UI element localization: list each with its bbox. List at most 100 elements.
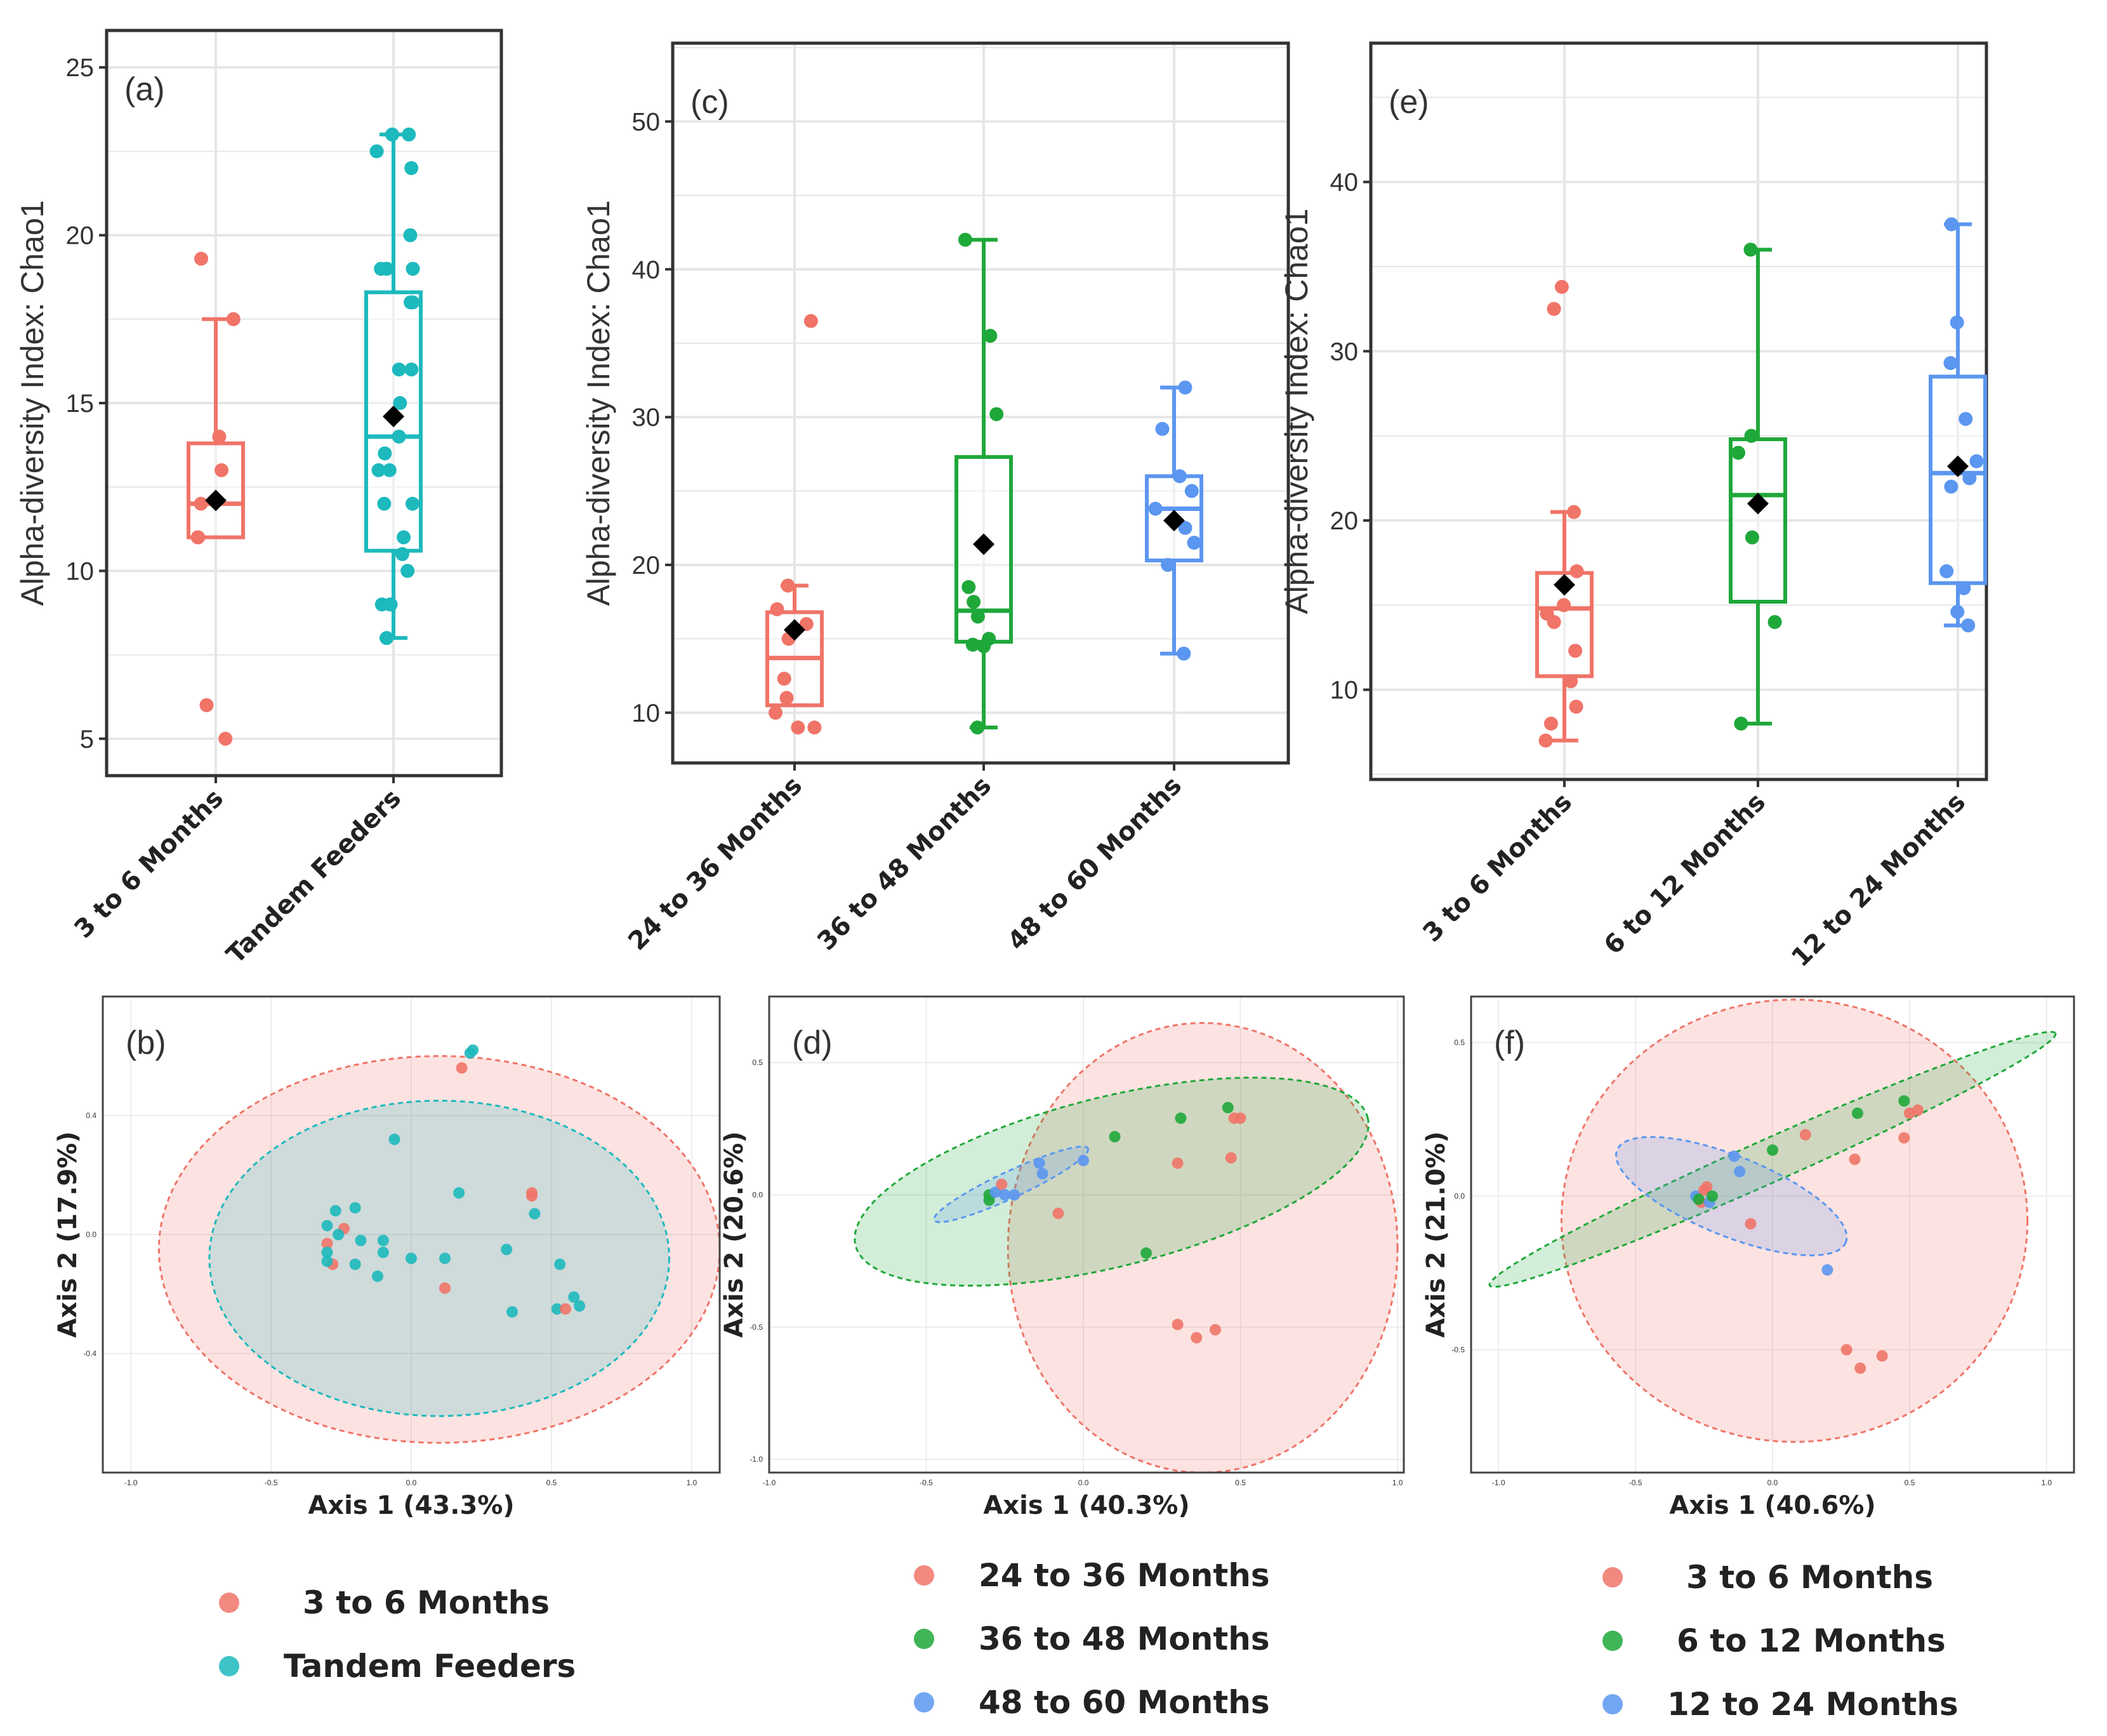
plot-frame: [1369, 41, 1988, 781]
plot-frame: [768, 995, 1405, 1474]
x-tick-label: 36 to 48 Months: [812, 771, 997, 957]
legend-d: 24 to 36 Months 36 to 48 Months 48 to 60…: [914, 1544, 1270, 1734]
data-point: [574, 1300, 586, 1312]
plot-frame: [102, 995, 721, 1474]
data-point: [392, 429, 406, 444]
data-point: [404, 161, 419, 175]
data-point: [1743, 242, 1758, 257]
data-point: [404, 362, 419, 377]
y-axis-label: Alpha-diversity Index: Chao1: [1279, 208, 1314, 614]
data-point: [1543, 717, 1558, 731]
data-point: [371, 1270, 383, 1282]
data-point: [214, 463, 228, 477]
data-point: [1734, 1165, 1746, 1177]
plot-area: [157, 1044, 720, 1444]
x-tick-label: 0.0: [1767, 1478, 1778, 1487]
legend-label: 24 to 36 Months: [979, 1557, 1270, 1594]
data-point: [383, 597, 398, 612]
data-point: [1209, 1324, 1221, 1335]
data-point: [1140, 1247, 1153, 1259]
data-point: [1912, 1104, 1924, 1116]
confidence-ellipse: [1615, 1136, 1848, 1257]
x-tick-label: Tandem Feeders: [221, 784, 407, 970]
data-point: [967, 595, 981, 609]
data-point: [1707, 1190, 1718, 1202]
box-group: 12 to 24 Months: [1786, 217, 1987, 973]
data-point: [1799, 1129, 1811, 1141]
data-point: [1078, 1155, 1090, 1167]
data-point: [791, 720, 805, 735]
x-axis-label: Axis 1 (40.3%): [983, 1491, 1189, 1520]
data-point: [333, 1229, 345, 1240]
data-point: [1178, 520, 1192, 535]
legend-label: 12 to 24 Months: [1667, 1686, 1958, 1723]
data-point: [1701, 1181, 1713, 1193]
data-point: [777, 672, 791, 686]
data-point: [349, 1258, 361, 1270]
panel-label: (b): [126, 1024, 166, 1061]
data-point: [1178, 380, 1192, 395]
y-tick-label: 25: [66, 54, 95, 82]
data-point: [781, 578, 795, 593]
data-point: [1767, 1144, 1778, 1156]
data-point: [769, 705, 783, 720]
data-point: [1172, 1318, 1184, 1330]
mean-marker: [1947, 455, 1969, 477]
data-point: [1557, 598, 1571, 613]
legend-dot: [914, 1565, 934, 1586]
legend-item: 3 to 6 Months: [219, 1571, 576, 1634]
data-point: [395, 547, 409, 561]
data-point: [961, 580, 976, 594]
data-point: [1538, 733, 1553, 748]
data-point: [1728, 1150, 1740, 1162]
plot-area: [854, 1022, 1399, 1473]
pcoa-panel-b: -1.0 -0.5 0.0 0.5 1.0 -0.4 0.0 0.4 Axis 1 (43.3%…: [53, 995, 721, 1520]
x-tick-label: -1.0: [763, 1478, 776, 1487]
pcoa-panel-f: -1.0 -0.5 0.0 0.5 1.0 -0.5 0.0 0.5 Axis 1 (40.6%…: [1422, 995, 2075, 1520]
legend-dot: [1602, 1631, 1623, 1651]
legend-label: Tandem Feeders: [284, 1648, 576, 1685]
plot-area: [1488, 998, 2057, 1443]
legend-dot: [1602, 1567, 1623, 1587]
legend-f: 3 to 6 Months 6 to 12 Months 12 to 24 Mo…: [1602, 1546, 1958, 1736]
x-tick-label: 48 to 60 Months: [1002, 771, 1187, 957]
y-axis-label: Axis 2 (17.9%): [53, 1131, 83, 1337]
legend-item: 12 to 24 Months: [1602, 1673, 1958, 1736]
confidence-ellipse: [933, 1145, 1090, 1223]
data-point: [970, 609, 985, 624]
data-point: [779, 691, 794, 705]
legend-label: 36 to 48 Months: [979, 1620, 1270, 1657]
y-tick-label: 0.4: [86, 1111, 96, 1120]
data-point: [1172, 1157, 1184, 1169]
data-point: [1222, 1102, 1234, 1113]
plot-frame: [1470, 995, 2075, 1474]
legend-item: 3 to 6 Months: [1602, 1546, 1958, 1609]
data-point: [1184, 484, 1199, 498]
y-tick-label: 20: [632, 552, 661, 580]
data-point: [501, 1243, 513, 1256]
data-point: [1745, 530, 1759, 545]
y-tick-label: -0.4: [83, 1349, 96, 1358]
data-point: [406, 295, 420, 310]
y-tick-label: 0.5: [1454, 1038, 1465, 1047]
y-tick-label: -1.0: [750, 1455, 763, 1464]
data-point: [1191, 1332, 1203, 1344]
y-tick-label: 5: [80, 726, 94, 753]
x-tick-label: 1.0: [2041, 1478, 2052, 1487]
x-tick-label: 24 to 36 Months: [623, 771, 808, 957]
data-point: [1944, 479, 1958, 494]
y-tick-label: 10: [1330, 677, 1359, 705]
data-point: [1564, 674, 1578, 689]
data-point: [1177, 646, 1191, 661]
data-point: [218, 731, 233, 746]
pcoa-panel-d: -1.0 -0.5 0.0 0.5 1.0 -1.0 -0.5 0.0 0.5 Axis 1 (4…: [720, 995, 1405, 1520]
x-tick-label: -0.5: [1629, 1478, 1642, 1487]
data-point: [1109, 1130, 1121, 1143]
y-tick-label: 10: [632, 699, 661, 727]
mean-marker: [205, 489, 227, 512]
y-tick-label: 30: [632, 404, 661, 432]
x-tick-label: -1.0: [124, 1478, 138, 1487]
legend-item: 24 to 36 Months: [914, 1544, 1270, 1607]
x-tick-label: 12 to 24 Months: [1786, 788, 1971, 973]
x-tick-label: 1.0: [1392, 1478, 1403, 1487]
